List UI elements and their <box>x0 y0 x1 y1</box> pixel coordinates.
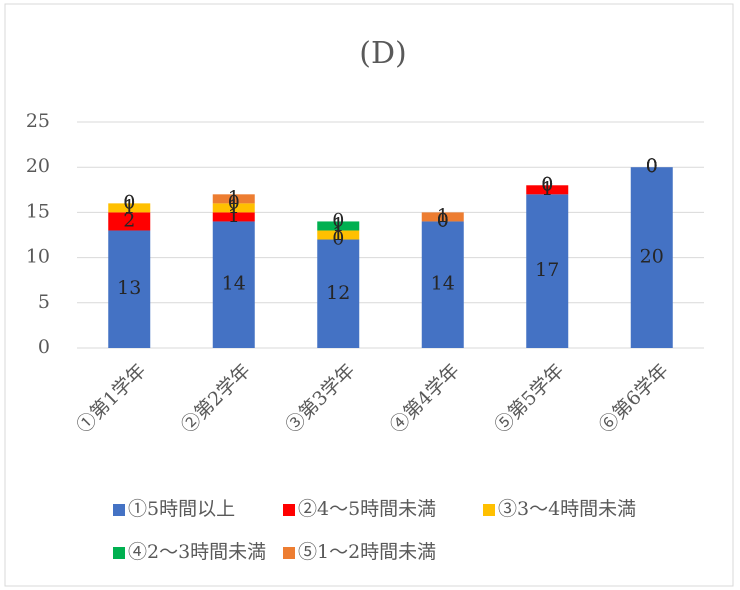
data-label: 0 <box>228 191 240 213</box>
legend-label: ①5時間以上 <box>128 498 235 520</box>
bar-segment <box>526 194 569 348</box>
bar-segment <box>212 194 255 204</box>
bar-segment <box>212 221 255 348</box>
data-label: 17 <box>535 259 559 281</box>
data-label: 14 <box>431 273 455 295</box>
bar-segment <box>526 185 569 195</box>
legend-swatch <box>283 504 295 516</box>
data-label: 0 <box>332 228 344 250</box>
data-label: 1 <box>123 196 135 218</box>
data-label: 0 <box>646 155 658 177</box>
data-label: 0 <box>123 191 135 213</box>
data-label: 1 <box>332 214 344 236</box>
bar-segment <box>212 203 255 213</box>
data-label: 0 <box>541 173 553 195</box>
data-label: 0 <box>646 155 658 177</box>
bar-segment <box>212 212 255 222</box>
bar-segment <box>421 212 464 222</box>
y-tick-label: 15 <box>26 200 50 222</box>
bar-segment <box>108 230 151 348</box>
y-tick-label: 25 <box>26 110 50 132</box>
data-label: 1 <box>228 187 240 209</box>
data-label: 12 <box>326 282 350 304</box>
data-label: 1 <box>541 178 553 200</box>
y-tick-label: 5 <box>38 291 50 313</box>
data-label: 2 <box>123 209 135 231</box>
data-label: 0 <box>646 155 658 177</box>
data-label: 13 <box>117 277 141 299</box>
data-label: 0 <box>123 191 135 213</box>
legend-swatch <box>283 547 295 559</box>
legend-swatch <box>113 504 125 516</box>
legend-swatch <box>483 504 495 516</box>
data-label: 1 <box>228 205 240 227</box>
data-label: 0 <box>646 155 658 177</box>
bar-segment <box>317 239 360 348</box>
legend-label: ③3～4時間未満 <box>498 498 636 520</box>
data-label: 20 <box>640 246 664 268</box>
legend-label: ④2～3時間未満 <box>128 541 266 563</box>
data-label: 0 <box>332 209 344 231</box>
bar-segment <box>108 212 151 231</box>
data-label: 1 <box>332 223 344 245</box>
legend-label: ②4～5時間未満 <box>298 498 436 520</box>
data-label: 0 <box>541 173 553 195</box>
y-tick-label: 20 <box>26 155 50 177</box>
y-tick-label: 0 <box>38 336 50 358</box>
bar-segment <box>421 221 464 348</box>
data-label: 0 <box>437 209 449 231</box>
bar-segment <box>317 221 360 231</box>
data-label: 0 <box>541 173 553 195</box>
data-label: 14 <box>222 273 246 295</box>
legend-swatch <box>113 547 125 559</box>
data-label: 0 <box>437 209 449 231</box>
data-label: 0 <box>437 209 449 231</box>
legend-label: ⑤1～2時間未満 <box>298 541 436 563</box>
chart-title: (D) <box>359 36 406 71</box>
y-tick-label: 10 <box>26 246 50 268</box>
data-label: 1 <box>437 205 449 227</box>
data-label: 1 <box>228 196 240 218</box>
bar-segment <box>630 167 673 348</box>
bar-segment <box>108 203 151 213</box>
bar-segment <box>317 230 360 240</box>
